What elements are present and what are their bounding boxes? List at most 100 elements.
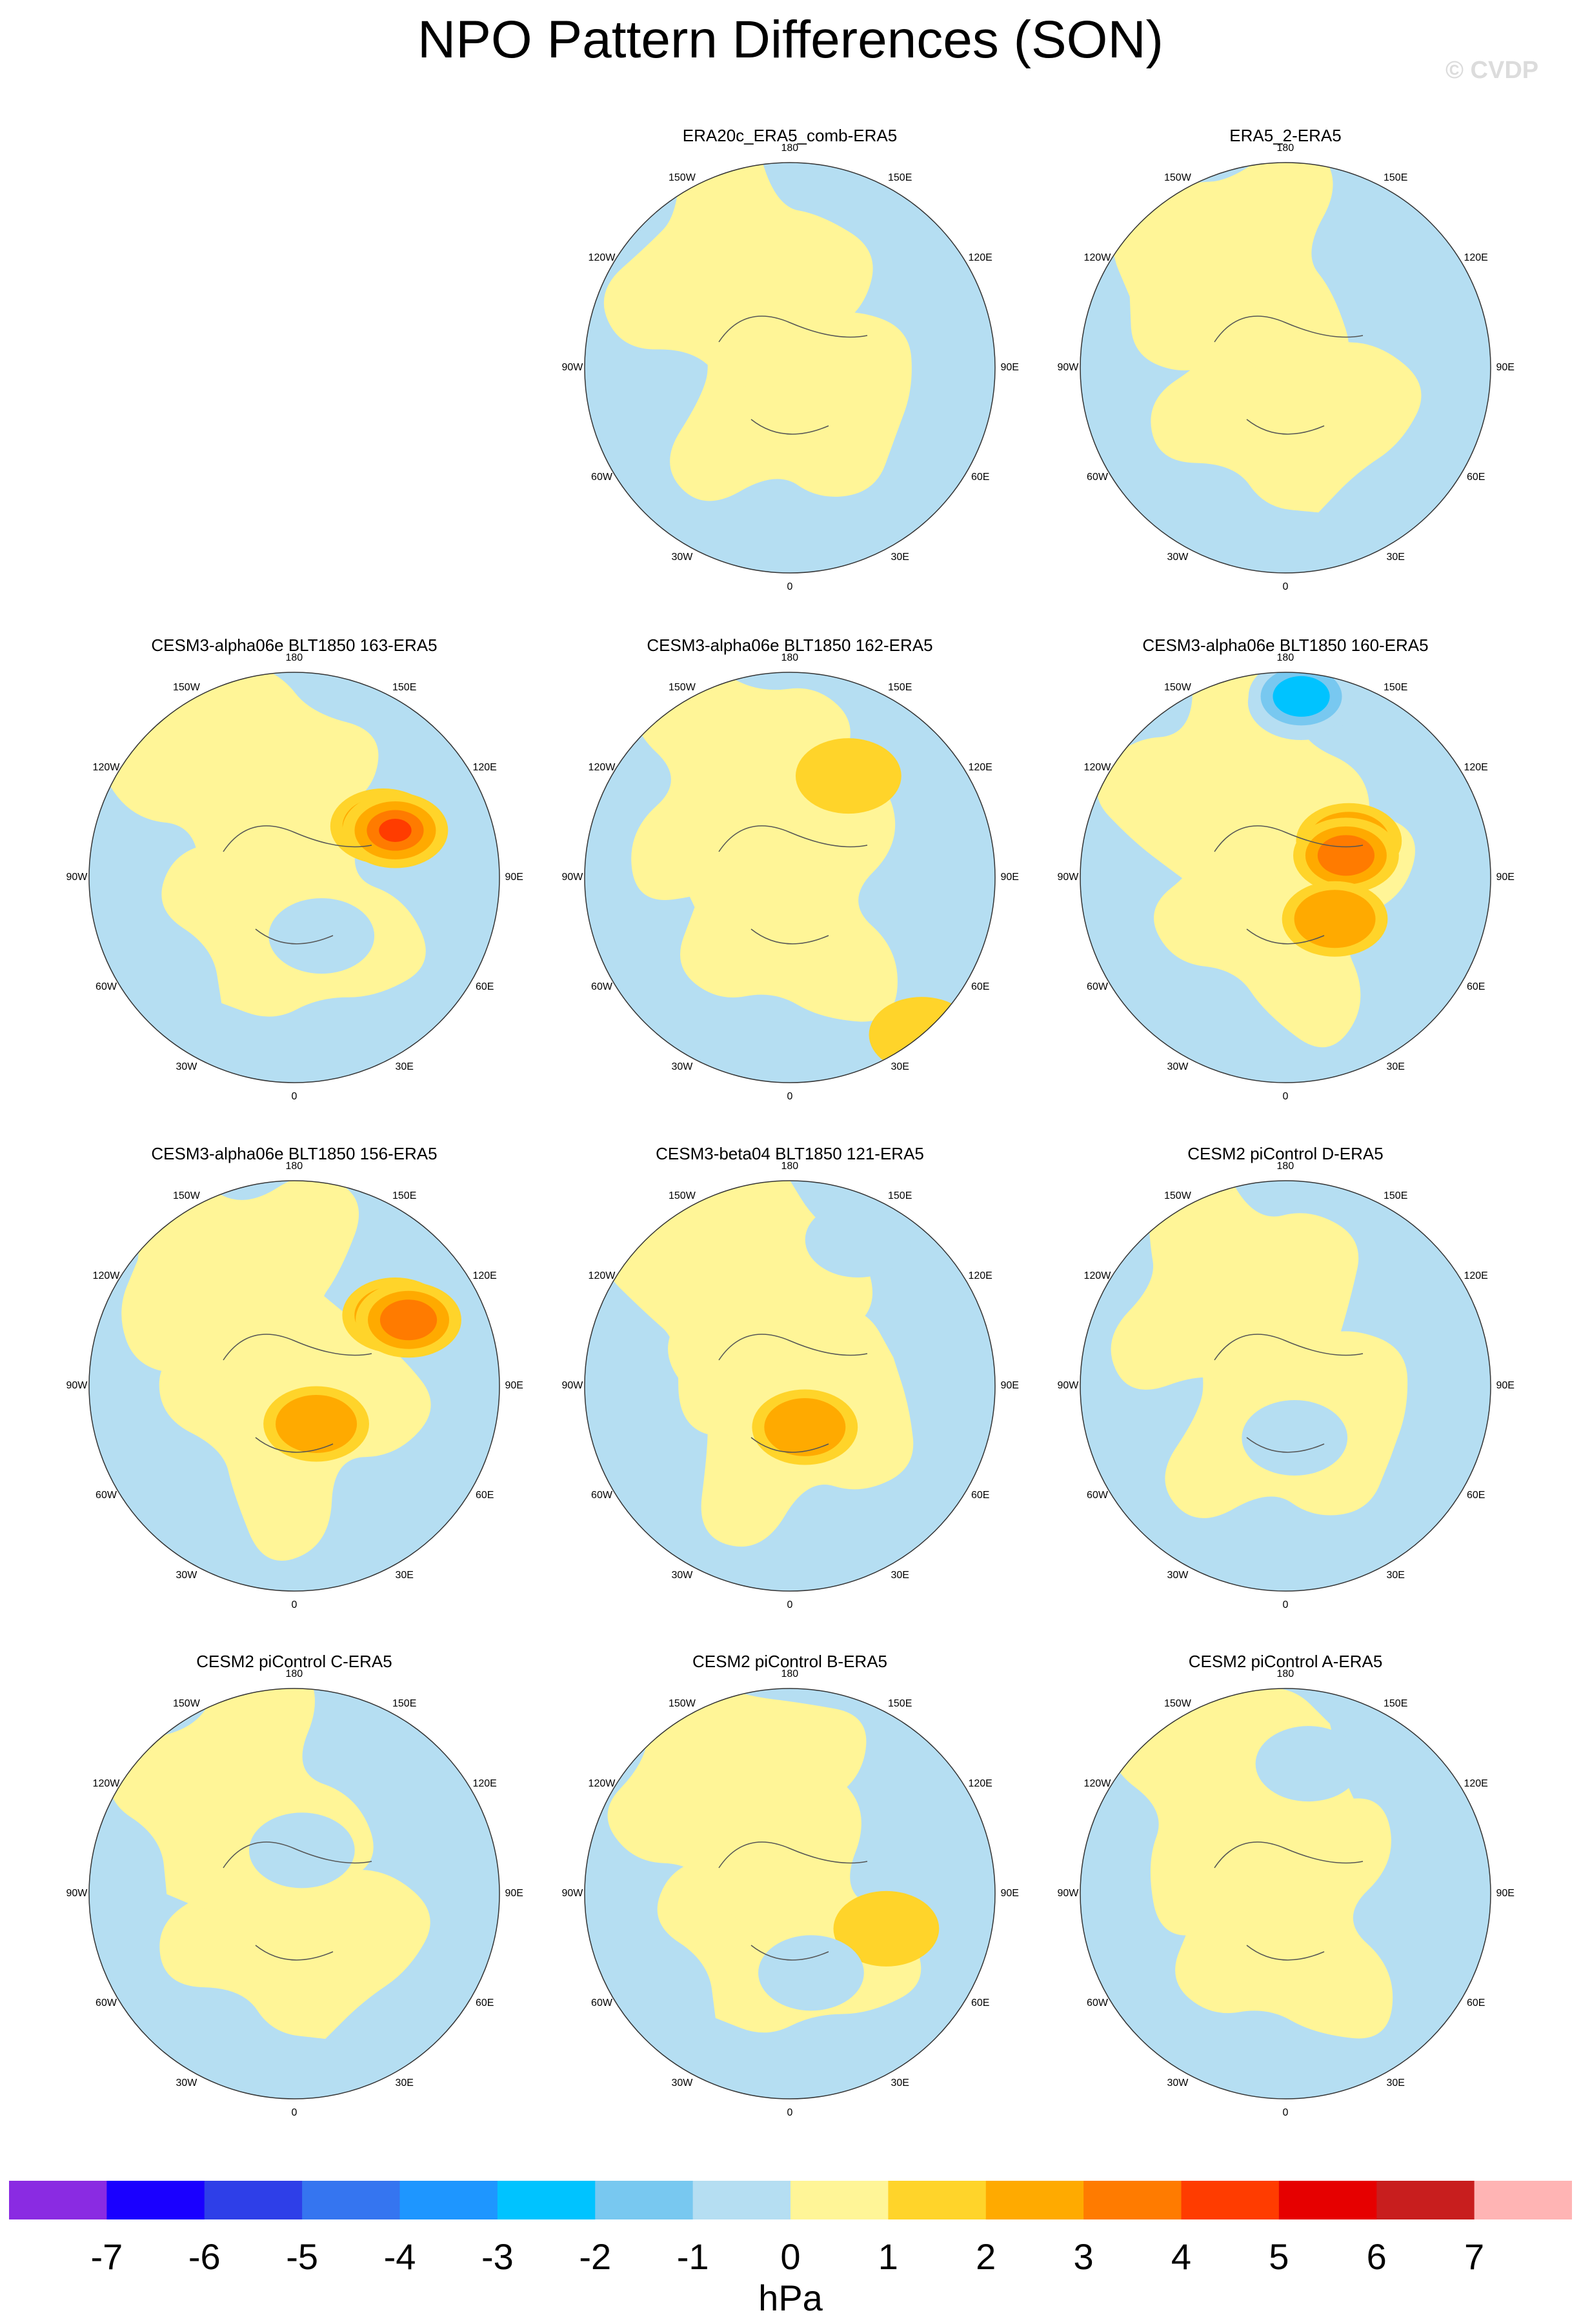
longitude-label: 90W <box>66 1888 88 1899</box>
longitude-label: 150E <box>1384 1190 1408 1201</box>
coastline <box>1214 1334 1364 1453</box>
map-boundary <box>88 672 500 1083</box>
polar-map <box>585 672 995 1083</box>
longitude-label: 90W <box>561 1380 583 1391</box>
figure-title: NPO Pattern Differences (SON) <box>418 10 1163 69</box>
panel-title: CESM3-beta04 BLT1850 121-ERA5 <box>656 1144 924 1163</box>
map-boundary <box>1080 1688 1491 2099</box>
longitude-label: 150W <box>173 1698 200 1709</box>
longitude-label: 0 <box>1282 1599 1289 1610</box>
anomaly-contour <box>764 1398 846 1457</box>
longitude-label: 90W <box>66 1380 88 1391</box>
coastline <box>718 316 868 435</box>
longitude-label: 60E <box>1466 1490 1485 1501</box>
longitude-label: 60E <box>475 1998 494 2008</box>
longitude-label: 150E <box>392 1190 417 1201</box>
longitude-label: 30E <box>1386 2078 1405 2089</box>
colorbar-tick-label: -7 <box>90 2236 123 2277</box>
longitude-label: 120W <box>1083 762 1111 773</box>
longitude-label: 120E <box>968 1778 992 1789</box>
longitude-label: 90E <box>1496 1888 1515 1899</box>
coastline <box>223 1334 372 1453</box>
longitude-label: 120E <box>968 762 992 773</box>
colorbar-swatch <box>790 2181 889 2219</box>
coastline <box>718 1334 868 1453</box>
anomaly-contour <box>248 1812 355 1888</box>
colorbar-tick-label: -3 <box>481 2236 514 2277</box>
polar-map <box>1080 672 1491 1083</box>
colorbar-swatch <box>204 2181 303 2219</box>
longitude-label: 150E <box>1384 172 1408 183</box>
longitude-label: 120E <box>472 1778 497 1789</box>
polar-map <box>89 1688 499 2099</box>
map-boundary <box>1080 162 1491 574</box>
longitude-label: 120E <box>472 762 497 773</box>
colorbar-tick-label: 5 <box>1269 2236 1289 2277</box>
longitude-label: 60W <box>1087 1998 1108 2008</box>
longitude-label: 90W <box>561 362 583 373</box>
longitude-label: 90W <box>1057 1380 1079 1391</box>
longitude-label: 150W <box>1164 681 1191 693</box>
longitude-label: 30E <box>891 1061 909 1073</box>
longitude-label: 30W <box>671 552 693 563</box>
longitude-label: 120W <box>1083 1778 1111 1789</box>
longitude-label: 150W <box>173 681 200 693</box>
colorbar-swatch <box>985 2181 1084 2219</box>
longitude-label: 60W <box>591 1490 612 1501</box>
longitude-label: 120E <box>472 1270 497 1281</box>
longitude-label: 120W <box>1083 252 1111 263</box>
longitude-label: 120W <box>588 252 616 263</box>
longitude-label: 90E <box>505 1888 523 1899</box>
cvdp-watermark: © CVDP <box>1445 57 1539 84</box>
longitude-label: 0 <box>787 1599 793 1610</box>
longitude-label: 120E <box>968 252 992 263</box>
longitude-label: 120E <box>968 1270 992 1281</box>
longitude-label: 30W <box>1167 1061 1189 1073</box>
longitude-label: 60W <box>96 1998 117 2008</box>
longitude-label: 150W <box>1164 1190 1191 1201</box>
longitude-label: 30W <box>671 1061 693 1073</box>
longitude-label: 120W <box>92 762 120 773</box>
colorbar-swatch <box>595 2181 694 2219</box>
coastline <box>1214 1841 1364 1961</box>
positive-region <box>121 1181 359 1419</box>
map-grid <box>88 162 1491 2099</box>
colorbar-swatch <box>692 2181 791 2219</box>
coastline <box>718 825 868 945</box>
anomaly-contour <box>833 1890 940 1967</box>
longitude-label: 0 <box>787 1091 793 1102</box>
polar-map <box>1080 163 1491 573</box>
colorbar-tick-label: 3 <box>1073 2236 1094 2277</box>
colorbar-tick-label: 7 <box>1464 2236 1485 2277</box>
longitude-label: 30E <box>1386 1061 1405 1073</box>
longitude-label: 90E <box>1000 1380 1019 1391</box>
colorbar-swatch <box>399 2181 498 2219</box>
longitude-label: 0 <box>291 1599 297 1610</box>
colorbar-swatch <box>497 2181 596 2219</box>
colorbar-swatch <box>302 2181 401 2219</box>
colorbar-swatch <box>888 2181 987 2219</box>
longitude-label: 60W <box>1087 472 1108 483</box>
longitude-label: 120W <box>588 762 616 773</box>
colorbar-units: hPa <box>758 2278 823 2318</box>
longitude-label: 120W <box>92 1270 120 1281</box>
longitude-label: 30E <box>891 1570 909 1581</box>
longitude-label: 90E <box>1000 1888 1019 1899</box>
longitude-label: 150E <box>392 1698 417 1709</box>
longitude-label: 30E <box>395 1061 414 1073</box>
anomaly-contour <box>1317 835 1375 876</box>
positive-region <box>603 163 873 387</box>
positive-region <box>631 672 851 900</box>
longitude-label: 150W <box>173 1190 200 1201</box>
colorbar-swatch <box>106 2181 205 2219</box>
longitude-label: 150E <box>888 681 912 693</box>
longitude-label: 90W <box>1057 362 1079 373</box>
coastline <box>223 825 372 945</box>
longitude-label: 90W <box>66 872 88 883</box>
longitude-label: 60E <box>1466 472 1485 483</box>
panel-title: CESM2 piControl B-ERA5 <box>692 1652 887 1671</box>
longitude-label: 30E <box>395 1570 414 1581</box>
longitude-label: 180 <box>781 652 799 663</box>
longitude-label: 180 <box>1276 1161 1294 1172</box>
colorbar-swatch <box>1083 2181 1182 2219</box>
